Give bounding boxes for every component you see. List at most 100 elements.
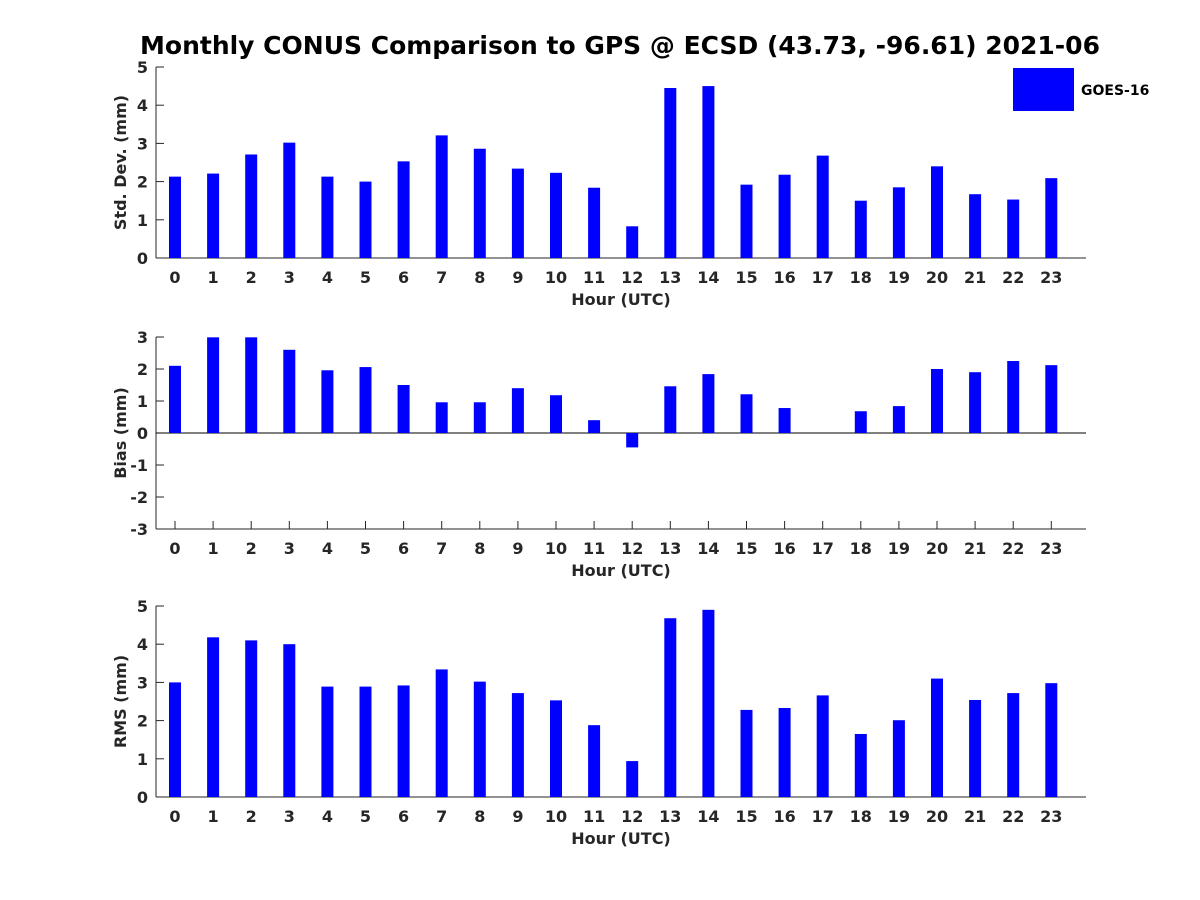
y-tick-label: 1 [137, 750, 148, 769]
x-tick-label: 18 [850, 539, 872, 558]
bar-hour-6 [397, 385, 410, 433]
x-tick-label: 21 [964, 807, 986, 826]
y-tick-label: 0 [137, 788, 148, 807]
x-tick-label: 0 [169, 807, 180, 826]
x-tick-label: 7 [436, 807, 447, 826]
x-tick-label: 9 [512, 268, 523, 287]
bar-hour-16 [778, 174, 791, 258]
bar-hour-14 [702, 609, 715, 797]
x-tick-label: 0 [169, 539, 180, 558]
x-tick-label: 19 [888, 807, 910, 826]
y-axis-label: Bias (mm) [111, 387, 130, 479]
x-axis-label: Hour (UTC) [571, 829, 671, 848]
y-tick-label: 3 [137, 673, 148, 692]
x-tick-label: 17 [812, 539, 834, 558]
bar-hour-23 [1045, 683, 1058, 797]
bar-hour-2 [245, 337, 258, 433]
x-tick-label: 4 [322, 539, 333, 558]
x-tick-label: 2 [246, 807, 257, 826]
y-tick-label: 0 [137, 249, 148, 268]
x-tick-label: 8 [474, 807, 485, 826]
x-tick-label: 22 [1002, 807, 1024, 826]
x-tick-label: 13 [659, 268, 681, 287]
x-tick-label: 18 [850, 807, 872, 826]
x-tick-label: 0 [169, 268, 180, 287]
bar-hour-20 [931, 369, 943, 433]
bar-hour-4 [321, 176, 334, 258]
y-tick-label: 2 [137, 173, 148, 192]
x-tick-label: 15 [735, 539, 757, 558]
x-tick-label: 11 [583, 268, 605, 287]
x-tick-label: 11 [583, 807, 605, 826]
bar-hour-15 [740, 184, 753, 258]
bar-hour-14 [702, 86, 715, 258]
bar-hour-8 [473, 681, 486, 797]
bar-hour-15 [740, 394, 753, 433]
x-tick-label: 5 [360, 539, 371, 558]
bar-hour-9 [511, 168, 524, 258]
bar-hour-21 [969, 372, 982, 433]
bar-hour-22 [1007, 361, 1020, 433]
bar-hour-19 [892, 406, 905, 433]
x-tick-label: 22 [1002, 539, 1024, 558]
bar-hour-21 [969, 699, 982, 797]
bar-hour-16 [778, 707, 791, 797]
bar-hour-21 [969, 194, 982, 258]
bar-hour-3 [283, 349, 296, 433]
x-tick-label: 13 [659, 807, 681, 826]
y-tick-label: 5 [137, 597, 148, 616]
y-tick-label: 4 [137, 96, 148, 115]
y-tick-label: 2 [137, 360, 148, 379]
x-tick-label: 20 [926, 268, 948, 287]
bar-hour-14 [702, 374, 715, 433]
bar-hour-8 [473, 402, 486, 433]
bar-hour-7 [435, 402, 448, 433]
x-tick-label: 23 [1040, 268, 1062, 287]
bar-hour-0 [169, 176, 181, 258]
x-tick-label: 23 [1040, 807, 1062, 826]
x-tick-label: 16 [773, 268, 795, 287]
x-tick-label: 17 [812, 268, 834, 287]
x-tick-label: 6 [398, 268, 409, 287]
x-tick-label: 2 [246, 268, 257, 287]
bar-hour-0 [169, 682, 181, 797]
y-axis-label: Std. Dev. (mm) [111, 95, 130, 230]
bar-hour-2 [245, 154, 258, 258]
bar-hour-6 [397, 161, 410, 258]
x-tick-label: 12 [621, 268, 643, 287]
x-tick-label: 19 [888, 268, 910, 287]
legend-label: GOES-16 [1081, 83, 1149, 99]
bar-hour-2 [245, 640, 258, 797]
x-tick-label: 8 [474, 539, 485, 558]
x-tick-label: 8 [474, 268, 485, 287]
x-tick-label: 23 [1040, 539, 1062, 558]
x-tick-label: 22 [1002, 268, 1024, 287]
bar-hour-8 [473, 148, 486, 258]
x-tick-label: 10 [545, 268, 567, 287]
bar-hour-17 [816, 155, 829, 258]
y-tick-label: 2 [137, 712, 148, 731]
bar-hour-13 [664, 88, 677, 258]
x-tick-label: 13 [659, 539, 681, 558]
bar-hour-20 [931, 166, 943, 258]
figure-title: Monthly CONUS Comparison to GPS @ ECSD (… [140, 31, 1100, 60]
x-tick-label: 5 [360, 268, 371, 287]
x-tick-label: 18 [850, 268, 872, 287]
bar-hour-19 [892, 720, 905, 797]
x-tick-label: 15 [735, 268, 757, 287]
y-tick-label: -1 [130, 456, 148, 475]
x-tick-label: 5 [360, 807, 371, 826]
bar-hour-20 [931, 678, 943, 797]
bar-hour-23 [1045, 178, 1058, 258]
x-tick-label: 9 [512, 539, 523, 558]
y-axis-label: RMS (mm) [111, 655, 130, 748]
x-tick-label: 10 [545, 539, 567, 558]
x-tick-label: 4 [322, 268, 333, 287]
bar-hour-9 [511, 693, 524, 797]
bar-hour-12 [626, 226, 639, 258]
bar-hour-17 [816, 695, 829, 797]
x-tick-label: 14 [697, 268, 719, 287]
